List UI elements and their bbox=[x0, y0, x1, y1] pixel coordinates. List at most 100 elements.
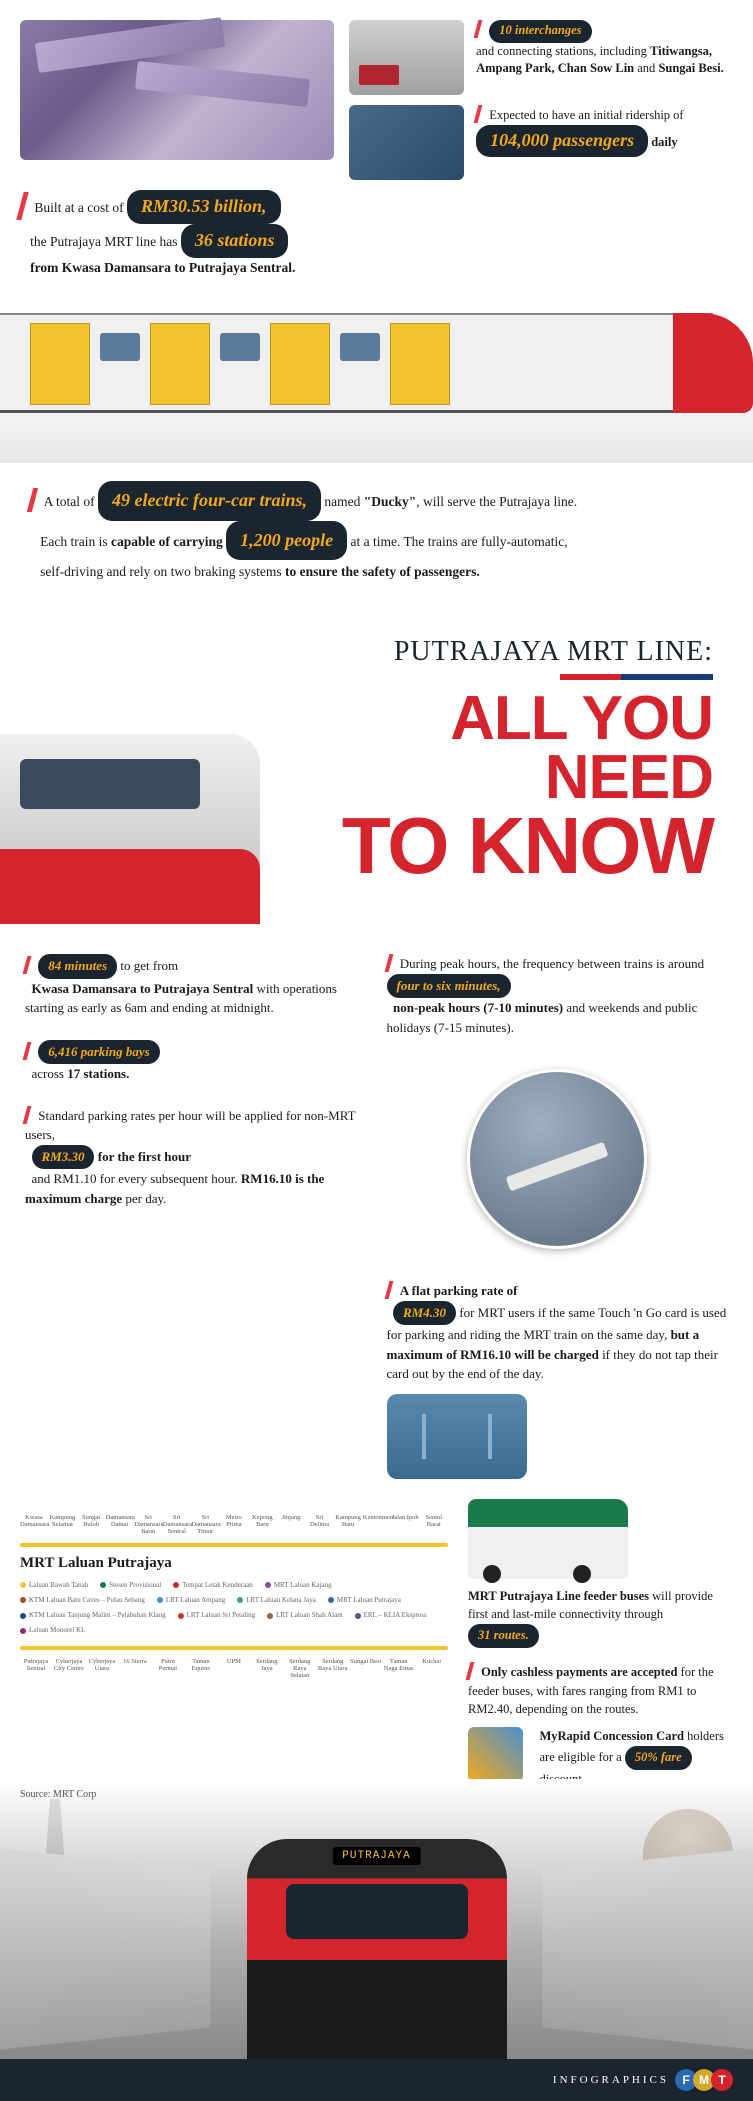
pr-t3: per day. bbox=[122, 1191, 166, 1206]
tf-2a: Each train is bbox=[40, 534, 111, 549]
title-block: PUTRAJAYA MRT LINE: ALL YOU NEED TO KNOW bbox=[0, 606, 753, 924]
fmt-logo: F M T bbox=[679, 2069, 733, 2091]
bus-illustration bbox=[468, 1499, 628, 1579]
train-door bbox=[270, 323, 330, 405]
tf-3bold: to ensure the safety of passengers. bbox=[285, 564, 480, 579]
footer-train-window bbox=[286, 1884, 468, 1939]
title-stripe bbox=[560, 674, 713, 680]
station-label: 16 Sierra bbox=[119, 1658, 151, 1679]
station-label: Taman Equine bbox=[185, 1658, 217, 1679]
train-facts: A total of 49 electric four-car trains, … bbox=[0, 463, 753, 606]
top-right-cards: 10 interchanges and connecting stations,… bbox=[349, 20, 733, 180]
legend-label: LRT Laluan Shah Alam bbox=[276, 1610, 343, 1621]
card-bold: MyRapid Concession Card bbox=[539, 1729, 683, 1743]
ridership-intro: Expected to have an initial ridership of bbox=[489, 108, 683, 122]
passengers-thumb bbox=[349, 105, 464, 180]
station-label: Putrajaya Sentral bbox=[20, 1658, 52, 1679]
legend-item: KTM Laluan Batu Caves – Pulau Sebang bbox=[20, 1595, 145, 1606]
legend-item: Stesen Provisional bbox=[100, 1580, 161, 1591]
station-label: Sentul Barat bbox=[420, 1514, 448, 1535]
legend-label: KTM Laluan Tanjung Malim – Pelabuhan Kla… bbox=[29, 1610, 166, 1621]
station-label: Kwasa Damansara bbox=[20, 1514, 48, 1535]
parking-bays-pill: 6,416 parking bays bbox=[38, 1040, 159, 1065]
map-line-top bbox=[20, 1543, 448, 1547]
legend-label: MRT Laluan Putrajaya bbox=[337, 1595, 401, 1606]
capacity-pill: 1,200 people bbox=[226, 521, 347, 560]
train-window bbox=[100, 333, 140, 361]
ridership-text: Expected to have an initial ridership of… bbox=[476, 105, 733, 157]
trains-count-pill: 49 electric four-car trains, bbox=[98, 481, 321, 520]
mid-facts-grid: 84 minutes to get from Kwasa Damansara t… bbox=[0, 924, 753, 1499]
station-label: Kampung Batu bbox=[334, 1514, 362, 1535]
footer-train-body: PUTRAJAYA bbox=[247, 1839, 507, 2059]
pb-text: across bbox=[32, 1066, 68, 1081]
freq-bold: non-peak hours (7-10 minutes) bbox=[393, 1000, 563, 1015]
duration-fact: 84 minutes to get from Kwasa Damansara t… bbox=[25, 954, 367, 1018]
cost-pill: RM30.53 billion, bbox=[127, 190, 281, 224]
legend-item: ERL – KLIA Ekspress bbox=[355, 1610, 427, 1621]
cost-line2a: the Putrajaya MRT line has bbox=[30, 234, 177, 249]
legend-item: LRT Laluan Kelana Jaya bbox=[237, 1595, 316, 1606]
mid-left-col: 84 minutes to get from Kwasa Damansara t… bbox=[25, 954, 367, 1479]
mid-right-col: During peak hours, the frequency between… bbox=[387, 954, 729, 1479]
slash-icon bbox=[474, 20, 483, 38]
map-inner: Kwasa DamansaraKampung SelamatSungai Bul… bbox=[20, 1514, 448, 1680]
slash-icon bbox=[23, 956, 32, 974]
train-body bbox=[0, 313, 713, 413]
money-illustration bbox=[20, 20, 334, 160]
station-label: Jalan Ipoh bbox=[391, 1514, 419, 1535]
station-label: Kepong Baru bbox=[249, 1514, 277, 1535]
train-window bbox=[220, 333, 260, 361]
slash-icon bbox=[384, 954, 393, 972]
pr-intro: Standard parking rates per hour will be … bbox=[25, 1108, 355, 1143]
cost-intro: Built at a cost of bbox=[34, 200, 123, 215]
legend-dot bbox=[265, 1582, 271, 1588]
station-label: Kentonmen bbox=[363, 1514, 391, 1535]
slash-icon bbox=[474, 105, 483, 123]
slash-icon bbox=[384, 1281, 393, 1299]
station-aerial-photo bbox=[467, 1069, 647, 1249]
map-stations-bottom: Putrajaya SentralCyberjaya City CentreCy… bbox=[20, 1658, 448, 1679]
slash-icon bbox=[23, 1042, 32, 1060]
map-section: Kwasa DamansaraKampung SelamatSungai Bul… bbox=[0, 1499, 753, 1779]
legend-dot bbox=[267, 1613, 273, 1619]
interchange-and: and bbox=[634, 61, 658, 75]
station-label: Serdang Raya Selatan bbox=[284, 1658, 316, 1679]
legend-label: LRT Laluan Ampang bbox=[166, 1595, 225, 1606]
legend-dot bbox=[328, 1597, 334, 1603]
legend-dot bbox=[20, 1582, 26, 1588]
legend-label: Stesen Provisional bbox=[109, 1580, 161, 1591]
legend-item: KTM Laluan Tanjung Malim – Pelabuhan Kla… bbox=[20, 1610, 166, 1621]
flat-rate-fact: A flat parking rate of RM4.30 for MRT us… bbox=[387, 1281, 729, 1479]
pr-t2: and RM1.10 for every subsequent hour. bbox=[32, 1171, 241, 1186]
tf-2bold: capable of carrying bbox=[111, 534, 223, 549]
footer-train-left bbox=[0, 1843, 211, 2054]
station-label: Sungai Buloh bbox=[77, 1514, 105, 1535]
footer-train-scene: Source: MRT Corp PUTRAJAYA bbox=[0, 1779, 753, 2059]
train-door bbox=[30, 323, 90, 405]
cost-route: from Kwasa Damansara to Putrajaya Sentra… bbox=[30, 260, 295, 275]
discount-pill: 50% fare bbox=[625, 1746, 692, 1770]
footer-bar: INFOGRAPHICS F M T bbox=[0, 2059, 753, 2101]
flat-intro: A flat parking rate of bbox=[400, 1283, 518, 1298]
pr-t1: for the first hour bbox=[98, 1149, 191, 1164]
footer-train-right bbox=[542, 1843, 753, 2054]
legend-item: LRT Laluan Ampang bbox=[157, 1595, 225, 1606]
legend-item: MRT Laluan Putrajaya bbox=[328, 1595, 401, 1606]
pb-bold: 17 stations. bbox=[67, 1066, 129, 1081]
bus-intro1: MRT Putrajaya Line feeder buses bbox=[468, 1589, 649, 1603]
slash-icon bbox=[27, 488, 38, 512]
footer-train-center: PUTRAJAYA bbox=[247, 1799, 507, 2059]
cards-illustration bbox=[468, 1727, 523, 1782]
map-line-bottom bbox=[20, 1646, 448, 1650]
legend-item: LRT Laluan Sri Petaling bbox=[178, 1610, 255, 1621]
station-label: Serdang Jaya bbox=[251, 1658, 283, 1679]
legend-item: MRT Laluan Kajang bbox=[265, 1580, 332, 1591]
interchange-card: 10 interchanges and connecting stations,… bbox=[349, 20, 733, 95]
train-side-illustration bbox=[0, 293, 753, 463]
ridership-pill: 104,000 passengers bbox=[476, 125, 648, 157]
station-label: Sri Damansara Sentral bbox=[163, 1514, 191, 1535]
flat-rate-pill: RM4.30 bbox=[393, 1301, 456, 1326]
legend-label: MRT Laluan Kajang bbox=[274, 1580, 332, 1591]
map-stations-top: Kwasa DamansaraKampung SelamatSungai Bul… bbox=[20, 1514, 448, 1535]
